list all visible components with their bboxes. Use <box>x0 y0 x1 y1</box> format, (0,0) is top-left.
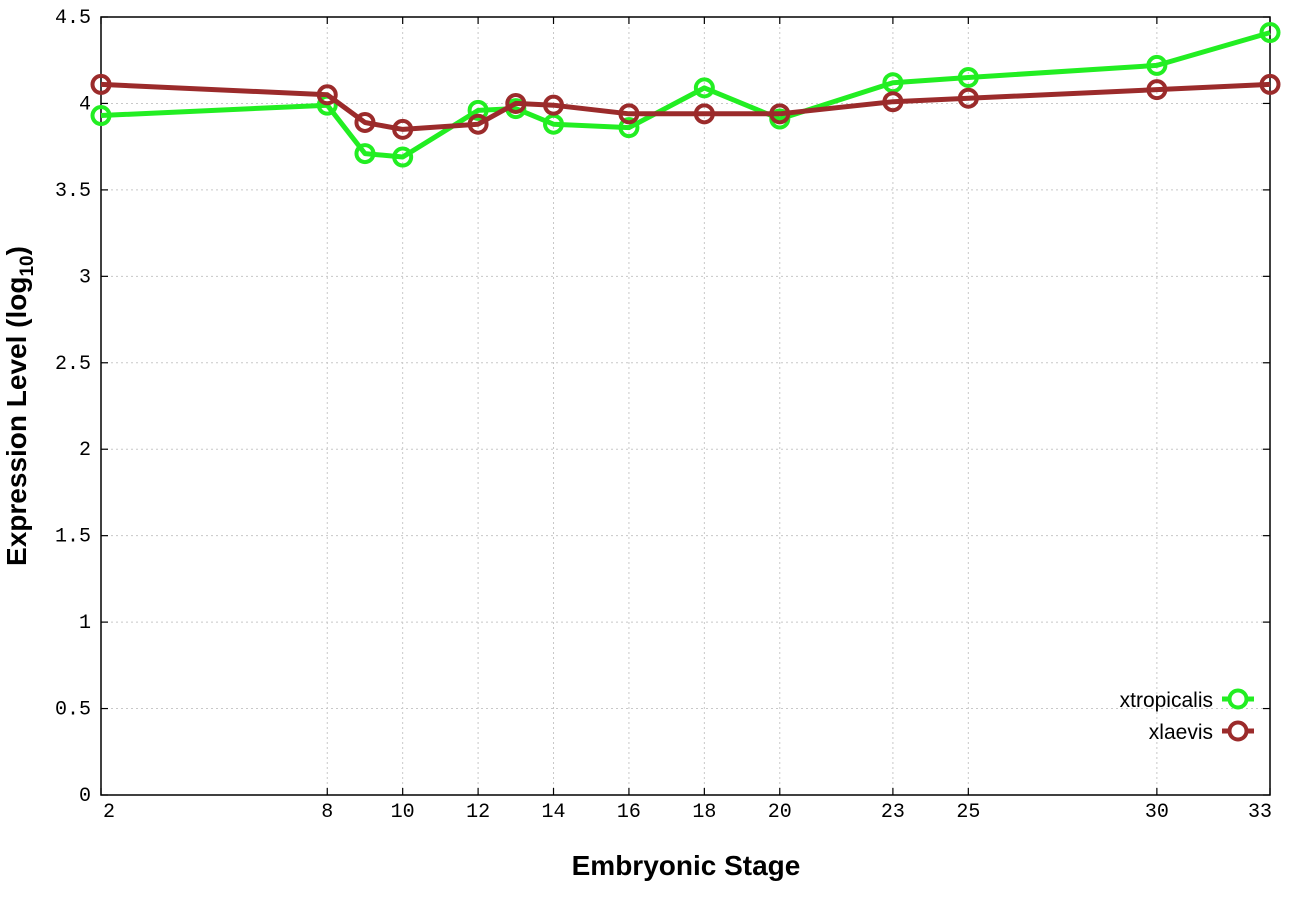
y-tick-label: 4 <box>79 93 91 116</box>
series-plot-area <box>90 22 1281 168</box>
x-axis-title: Embryonic Stage <box>572 850 801 881</box>
grid-lines <box>101 17 1270 795</box>
legend: xtropicalis xlaevis <box>1120 688 1254 744</box>
data-point-xlaevis <box>505 92 527 114</box>
y-tick-label: 0.5 <box>55 699 91 722</box>
series-xtropicalis <box>90 22 1281 168</box>
series-line-xtropicalis <box>100 30 1271 160</box>
data-point-xlaevis <box>543 94 565 116</box>
y-tick-label: 1 <box>79 612 91 635</box>
axes: 0 0.5 1 1.5 2 2.5 3 3.5 4 4.5 2 8 10 12 14 16 18 20 23 25 30… <box>55 7 1272 824</box>
x-tick-label: 20 <box>768 801 792 824</box>
data-point-xlaevis <box>467 113 489 135</box>
legend-marker-swatch <box>1227 720 1249 742</box>
y-axis-title: Expression Level (log10) <box>1 246 38 566</box>
data-point-xtropicalis <box>392 146 414 168</box>
data-point-xtropicalis <box>957 67 979 89</box>
x-tick-label: 18 <box>692 801 716 824</box>
y-tick-label: 2 <box>79 439 91 462</box>
series-xlaevis <box>90 73 1281 140</box>
x-tick-label: 16 <box>617 801 641 824</box>
legend-label: xtropicalis <box>1120 689 1213 712</box>
data-point-xtropicalis <box>467 99 489 121</box>
legend-marker-swatch <box>1227 688 1249 710</box>
x-tick-label: 2 <box>103 801 115 824</box>
data-point-xtropicalis <box>693 77 715 99</box>
x-tick-label: 8 <box>321 801 333 824</box>
data-point-xlaevis <box>392 118 414 140</box>
y-tick-label: 3 <box>79 266 91 289</box>
y-axis-title-close: ) <box>1 246 32 255</box>
data-point-xlaevis <box>957 87 979 109</box>
y-tick-label: 3.5 <box>55 180 91 203</box>
data-point-xlaevis <box>1146 79 1168 101</box>
plot-border <box>100 16 1271 796</box>
data-point-xtropicalis <box>543 113 565 135</box>
data-point-xtropicalis <box>882 72 904 94</box>
x-tick-label: 12 <box>466 801 490 824</box>
data-point-xlaevis <box>1259 73 1281 95</box>
data-point-xlaevis <box>618 103 640 125</box>
data-point-xtropicalis <box>1146 54 1168 76</box>
x-tick-label: 25 <box>956 801 980 824</box>
y-axis-title-main: Expression Level (log <box>1 277 32 566</box>
x-tick-label: 14 <box>542 801 566 824</box>
series-line-xlaevis <box>100 81 1271 132</box>
x-tick-label: 10 <box>391 801 415 824</box>
data-point-xlaevis <box>316 84 338 106</box>
x-tick-label: 33 <box>1248 801 1272 824</box>
legend-label: xlaevis <box>1149 721 1213 744</box>
data-point-xlaevis <box>693 103 715 125</box>
y-tick-label: 4.5 <box>55 7 91 30</box>
data-point-xlaevis <box>882 91 904 113</box>
data-point-xtropicalis <box>90 105 112 127</box>
y-axis-title-subscript: 10 <box>17 255 38 276</box>
data-point-xtropicalis <box>1259 22 1281 44</box>
y-tick-label: 2.5 <box>55 353 91 376</box>
y-tick-label: 1.5 <box>55 526 91 549</box>
y-tick-label: 0 <box>79 785 91 808</box>
legend-entry-xtropicalis: xtropicalis <box>1120 688 1254 712</box>
data-point-xlaevis <box>90 73 112 95</box>
data-point-xlaevis <box>354 111 376 133</box>
data-point-xtropicalis <box>618 117 640 139</box>
data-point-xlaevis <box>769 103 791 125</box>
x-tick-label: 23 <box>881 801 905 824</box>
x-tick-label: 30 <box>1145 801 1169 824</box>
data-point-xtropicalis <box>354 143 376 165</box>
legend-entry-xlaevis: xlaevis <box>1149 720 1254 744</box>
